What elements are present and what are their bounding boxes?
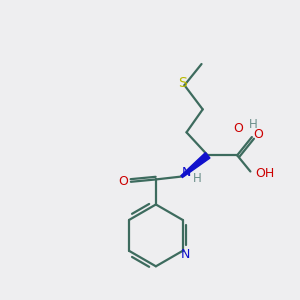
Text: OH: OH	[256, 167, 275, 180]
Text: H: H	[249, 118, 258, 131]
Text: O: O	[254, 128, 263, 141]
Text: O: O	[234, 122, 244, 135]
Text: N: N	[180, 248, 190, 261]
Text: S: S	[178, 76, 188, 90]
Polygon shape	[181, 153, 210, 177]
Text: N: N	[182, 167, 191, 179]
Text: H: H	[193, 172, 202, 185]
Text: O: O	[118, 175, 128, 188]
